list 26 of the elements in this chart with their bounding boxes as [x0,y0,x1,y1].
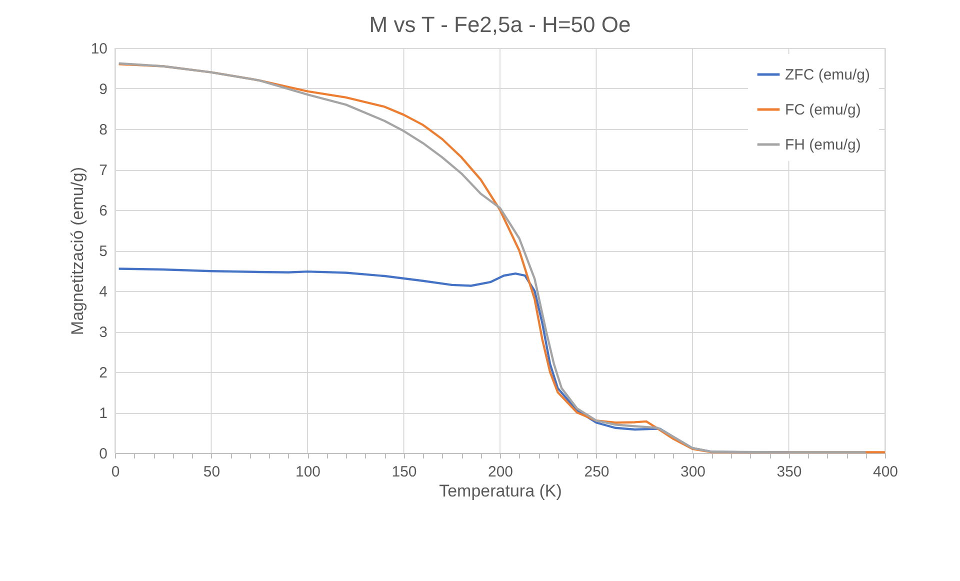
y-tick-label: 1 [99,405,108,422]
x-tick-label: 100 [295,464,321,480]
y-tick-label: 10 [90,40,108,58]
legend-label: FC (emu/g) [785,102,861,118]
legend-label: ZFC (emu/g) [785,66,870,84]
x-tick-label: 200 [488,464,514,480]
y-tick-label: 8 [99,122,108,138]
x-axis-title: Temperatura (K) [439,482,562,500]
x-tick-label: 150 [392,464,417,480]
x-tick-label: 400 [872,464,898,480]
x-tick-label: 0 [111,464,120,480]
y-tick-label: 0 [99,446,108,462]
y-tick-label: 6 [99,202,108,220]
y-tick-label: 4 [99,284,108,300]
chart-title: M vs T - Fe2,5a - H=50 Oe [369,12,631,37]
x-tick-label: 250 [584,464,610,480]
y-axis-title: Magnetització (emu/g) [68,166,87,336]
y-tick-label: 9 [99,81,108,98]
y-tick-label: 3 [99,324,108,341]
x-tick-label: 350 [776,464,802,480]
x-tick-label: 300 [680,464,706,480]
y-tick-label: 5 [99,243,108,260]
legend-label: FH (emu/g) [785,136,861,154]
y-tick-label: 2 [99,364,108,382]
y-tick-label: 7 [99,162,108,179]
x-tick-label: 50 [203,464,220,480]
